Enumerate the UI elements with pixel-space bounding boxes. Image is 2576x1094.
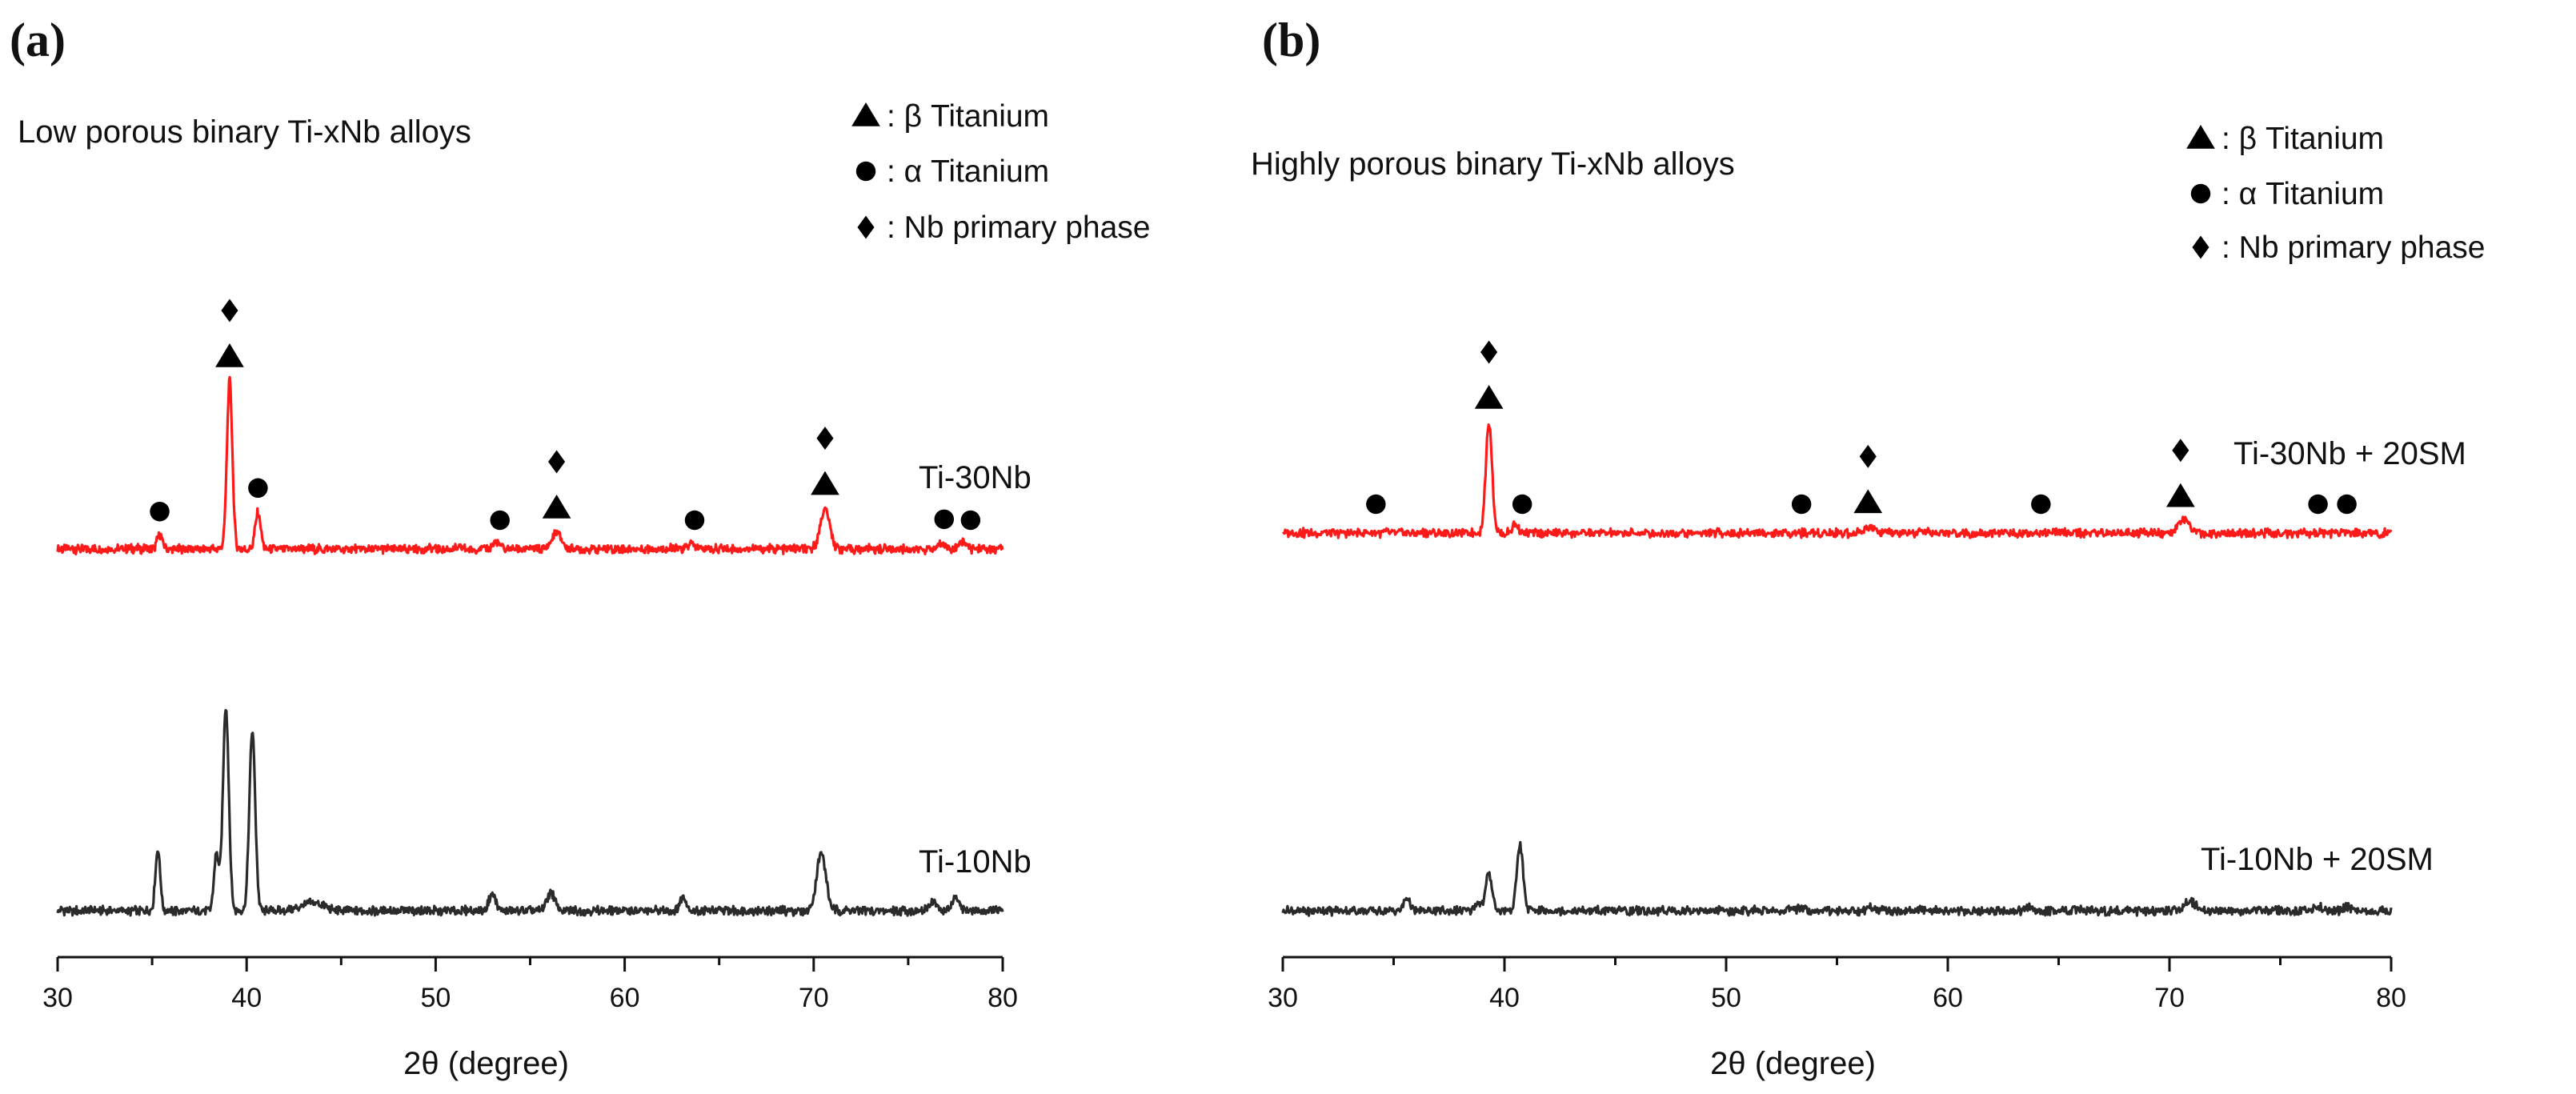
series-label: Ti-30Nb + 20SM bbox=[2233, 436, 2466, 471]
chart-panel-b: (b) Highly porous binary Ti-xNb alloys : β… bbox=[1251, 14, 2485, 1081]
x-tick-label: 30 bbox=[42, 983, 73, 1013]
x-tick-label: 80 bbox=[988, 983, 1018, 1013]
phase-marker-triangle bbox=[1853, 489, 1883, 514]
series-line-ti-10nb-20sm bbox=[1281, 840, 2393, 917]
chart-title: Highly porous binary Ti-xNb alloys bbox=[1251, 146, 1735, 182]
legend-entry: : β Titanium bbox=[2221, 122, 2384, 156]
legend-marker-diamond bbox=[857, 215, 875, 239]
phase-marker-circle bbox=[2308, 494, 2328, 515]
legend: : β Titanium : α Titanium : Nb primary pha… bbox=[851, 99, 1150, 245]
legend-marker-triangle bbox=[851, 102, 880, 126]
phase-marker-circle bbox=[490, 510, 510, 531]
legend-entry: : β Titanium bbox=[887, 99, 1049, 134]
phase-marker-circle bbox=[1791, 494, 1812, 515]
x-tick-label: 40 bbox=[231, 983, 262, 1013]
phase-marker-triangle bbox=[1474, 385, 1504, 409]
chart-title: Low porous binary Ti-xNb alloys bbox=[18, 114, 471, 150]
phase-marker-circle bbox=[150, 501, 170, 522]
series-line-ti-30nb bbox=[56, 375, 1004, 555]
phase-annotations bbox=[150, 299, 981, 531]
series-label: Ti-10Nb bbox=[919, 844, 1032, 880]
series-line-ti-10nb bbox=[56, 708, 1004, 917]
legend-entry: : Nb primary phase bbox=[887, 210, 1150, 245]
phase-marker-circle bbox=[2031, 494, 2051, 515]
panel-label: (a) bbox=[10, 14, 66, 66]
phase-marker-diamond bbox=[1859, 444, 1877, 468]
phase-marker-triangle bbox=[811, 471, 839, 495]
phase-marker-diamond bbox=[1480, 340, 1498, 364]
x-tick-label: 40 bbox=[1489, 983, 1520, 1013]
phase-marker-triangle bbox=[215, 343, 244, 367]
phase-marker-diamond bbox=[2172, 439, 2189, 463]
phase-marker-circle bbox=[934, 509, 955, 530]
phase-marker-circle bbox=[960, 510, 981, 531]
legend-marker-circle bbox=[2190, 183, 2211, 204]
x-axis: 30 40 50 60 70 80 2θ (degree) bbox=[42, 956, 1018, 1081]
series-label: Ti-10Nb + 20SM bbox=[2201, 842, 2434, 877]
series-label: Ti-30Nb bbox=[919, 460, 1032, 495]
legend-marker-circle bbox=[855, 161, 876, 182]
legend-marker-diamond bbox=[2192, 235, 2209, 259]
chart-panel-a: (a) Low porous binary Ti-xNb alloys : β Ti… bbox=[10, 14, 1150, 1081]
legend: : β Titanium : α Titanium : Nb primary pha… bbox=[2186, 122, 2485, 265]
phase-marker-triangle bbox=[542, 495, 571, 519]
phase-marker-diamond bbox=[816, 427, 834, 451]
x-axis-label: 2θ (degree) bbox=[403, 1046, 569, 1081]
x-tick-label: 70 bbox=[2154, 983, 2185, 1013]
series-line-ti-30nb-20sm bbox=[1282, 423, 2393, 539]
x-tick-label: 50 bbox=[1711, 983, 1741, 1013]
x-tick-label: 80 bbox=[2376, 983, 2406, 1013]
phase-marker-diamond bbox=[221, 299, 238, 323]
phase-marker-circle bbox=[2337, 494, 2357, 515]
phase-annotations bbox=[1366, 340, 2357, 515]
phase-marker-circle bbox=[1366, 494, 1386, 515]
phase-marker-diamond bbox=[548, 450, 566, 474]
legend-entry: : α Titanium bbox=[2221, 177, 2384, 211]
phase-marker-circle bbox=[1512, 494, 1532, 515]
x-axis: 30 40 50 60 70 80 2θ (degree) bbox=[1268, 956, 2406, 1081]
x-tick-label: 60 bbox=[1933, 983, 1963, 1013]
legend-entry: : Nb primary phase bbox=[2221, 230, 2485, 265]
panel-label: (b) bbox=[1262, 14, 1320, 66]
x-tick-label: 30 bbox=[1268, 983, 1298, 1013]
legend-marker-triangle bbox=[2186, 125, 2215, 149]
phase-marker-triangle bbox=[2166, 483, 2195, 507]
x-tick-label: 70 bbox=[799, 983, 829, 1013]
phase-marker-circle bbox=[248, 478, 268, 499]
x-axis-label: 2θ (degree) bbox=[1710, 1046, 1876, 1081]
x-tick-label: 50 bbox=[420, 983, 451, 1013]
x-tick-label: 60 bbox=[610, 983, 640, 1013]
phase-marker-circle bbox=[684, 510, 705, 531]
legend-entry: : α Titanium bbox=[887, 154, 1049, 189]
